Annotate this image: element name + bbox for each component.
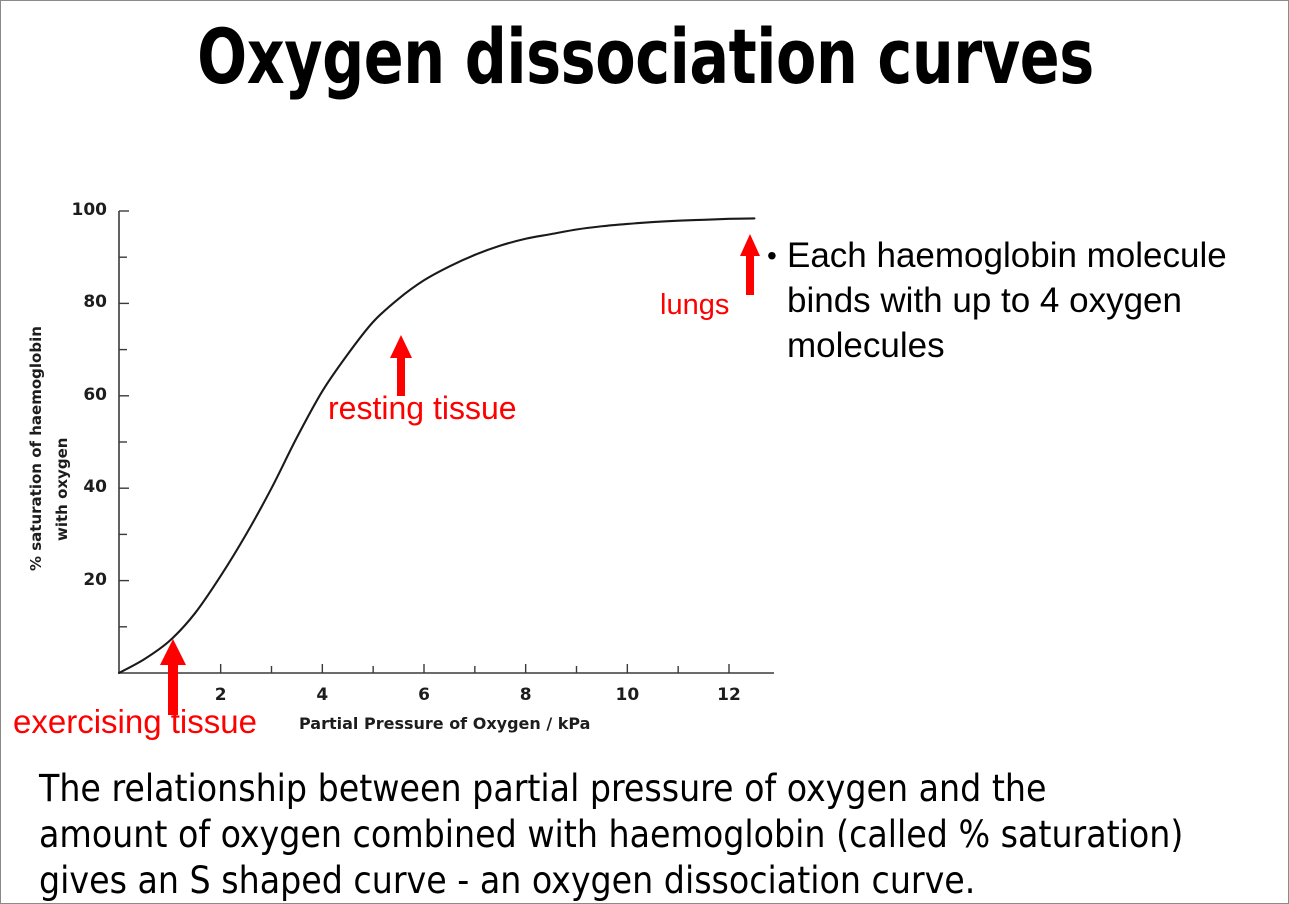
x-tick-label: 6 <box>418 685 430 705</box>
dissociation-curve <box>117 217 756 675</box>
bullet-item-text: Each haemoglobin molecule binds with up … <box>787 236 1227 365</box>
list-item: • Each haemoglobin molecule binds with u… <box>767 233 1287 368</box>
y-tick-label: 40 <box>83 477 107 498</box>
exercising-tissue-arrow-icon <box>160 639 186 715</box>
y-tick-label: 60 <box>83 384 107 405</box>
chart-plot-area <box>117 210 774 675</box>
x-axis-label: Partial Pressure of Oxygen / kPa <box>299 714 591 733</box>
footer-line-2: amount of oxygen combined with haemoglob… <box>39 813 1184 856</box>
annotation-exercising-tissue: exercising tissue <box>13 703 257 740</box>
annotation-resting-tissue: resting tissue <box>328 390 517 426</box>
x-tick-label: 12 <box>717 685 741 705</box>
bullet-list: • Each haemoglobin molecule binds with u… <box>767 233 1287 368</box>
annotation-lungs: lungs <box>660 289 730 321</box>
chart-axes <box>118 210 774 674</box>
y-tick-label: 80 <box>83 292 107 313</box>
y-axis-label-line1: % saturation of haemoglobin <box>27 326 45 571</box>
lungs-arrow-icon <box>740 234 760 295</box>
x-tick-label: 10 <box>615 685 640 705</box>
footer-line-1: The relationship between partial pressur… <box>39 767 1047 810</box>
x-tick-label: 2 <box>214 685 227 705</box>
oxygen-dissociation-chart: % saturation of haemoglobin with oxygen … <box>1 186 801 746</box>
y-tick-label: 20 <box>83 569 107 590</box>
x-tick-label: 4 <box>316 685 329 705</box>
bullet-dot-icon: • <box>767 240 777 271</box>
footer-paragraph: The relationship between partial pressur… <box>39 766 1269 903</box>
resting-tissue-arrow-icon <box>390 335 412 396</box>
page-title: Oxygen dissociation curves <box>197 12 1094 101</box>
footer-line-3: gives an S shaped curve - an oxygen diss… <box>39 859 976 902</box>
y-tick-label: 100 <box>71 200 108 220</box>
x-tick-label: 8 <box>519 685 532 705</box>
